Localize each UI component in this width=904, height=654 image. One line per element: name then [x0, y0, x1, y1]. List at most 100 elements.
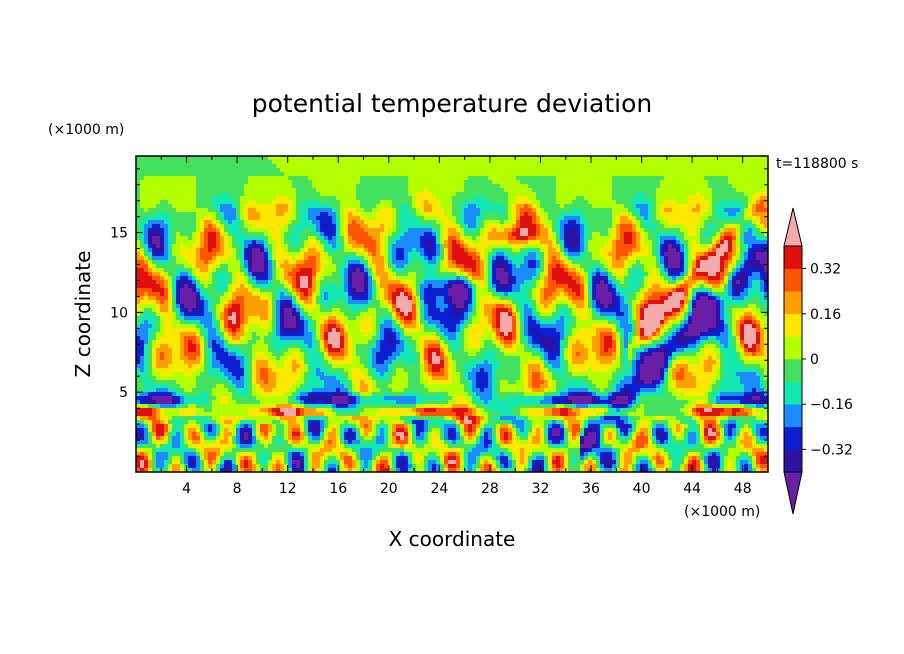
- field-cell: [728, 220, 733, 225]
- field-cell: [556, 208, 561, 213]
- field-cell: [264, 220, 269, 225]
- field-cell: [200, 272, 205, 277]
- field-cell: [516, 156, 521, 161]
- field-cell: [476, 256, 481, 261]
- field-cell: [264, 172, 269, 177]
- field-cell: [284, 208, 289, 213]
- field-cell: [232, 156, 237, 161]
- field-cell: [336, 276, 341, 281]
- field-cell: [536, 268, 541, 273]
- field-cell: [352, 232, 357, 237]
- field-cell: [640, 172, 645, 177]
- field-cell: [644, 220, 649, 225]
- field-cell: [608, 180, 613, 185]
- field-cell: [708, 272, 713, 277]
- field-cell: [660, 252, 665, 257]
- field-cell: [168, 156, 173, 161]
- field-cell: [612, 224, 617, 229]
- field-cell: [180, 264, 185, 269]
- field-cell: [152, 276, 157, 281]
- field-cell: [548, 216, 553, 221]
- field-cell: [228, 260, 233, 265]
- field-cell: [196, 224, 201, 229]
- field-cell: [580, 268, 585, 273]
- field-cell: [420, 252, 425, 257]
- field-cell: [488, 228, 493, 233]
- field-cell: [628, 196, 633, 201]
- field-cell: [608, 204, 613, 209]
- field-cell: [584, 168, 589, 173]
- field-cell: [272, 252, 277, 257]
- field-cell: [400, 252, 405, 257]
- field-cell: [248, 236, 253, 241]
- field-cell: [760, 256, 765, 261]
- field-cell: [660, 228, 665, 233]
- field-cell: [688, 276, 693, 281]
- field-cell: [428, 164, 433, 169]
- field-cell: [240, 164, 245, 169]
- field-cell: [760, 240, 765, 245]
- field-cell: [492, 280, 497, 285]
- field-cell: [616, 260, 621, 265]
- field-cell: [568, 260, 573, 265]
- field-cell: [432, 276, 437, 281]
- field-cell: [336, 268, 341, 273]
- field-cell: [224, 192, 229, 197]
- field-cell: [376, 204, 381, 209]
- field-cell: [384, 160, 389, 165]
- field-cell: [452, 216, 457, 221]
- field-cell: [404, 220, 409, 225]
- field-cell: [200, 160, 205, 165]
- field-cell: [468, 260, 473, 265]
- field-cell: [468, 228, 473, 233]
- field-cell: [176, 184, 181, 189]
- field-cell: [140, 176, 145, 181]
- field-cell: [228, 172, 233, 177]
- field-cell: [728, 200, 733, 205]
- field-cell: [236, 240, 241, 245]
- field-cell: [700, 244, 705, 249]
- field-cell: [644, 276, 649, 281]
- field-cell: [156, 200, 161, 205]
- field-cell: [212, 240, 217, 245]
- field-cell: [208, 180, 213, 185]
- field-cell: [316, 220, 321, 225]
- field-cell: [644, 240, 649, 245]
- field-cell: [704, 268, 709, 273]
- field-cell: [440, 256, 445, 261]
- field-cell: [296, 192, 301, 197]
- field-cell: [620, 260, 625, 265]
- field-cell: [212, 164, 217, 169]
- field-cell: [188, 200, 193, 205]
- field-cell: [296, 164, 301, 169]
- field-cell: [616, 196, 621, 201]
- field-cell: [500, 236, 505, 241]
- field-cell: [524, 204, 529, 209]
- field-cell: [244, 172, 249, 177]
- field-cell: [172, 212, 177, 217]
- field-cell: [244, 168, 249, 173]
- field-cell: [204, 196, 209, 201]
- field-cell: [344, 228, 349, 233]
- field-cell: [532, 172, 537, 177]
- field-cell: [408, 204, 413, 209]
- field-cell: [468, 256, 473, 261]
- field-cell: [232, 240, 237, 245]
- field-cell: [440, 224, 445, 229]
- field-cell: [424, 252, 429, 257]
- field-cell: [672, 224, 677, 229]
- field-cell: [564, 176, 569, 181]
- field-cell: [500, 244, 505, 249]
- field-cell: [140, 248, 145, 253]
- field-cell: [376, 252, 381, 257]
- field-cell: [288, 172, 293, 177]
- field-cell: [156, 252, 161, 257]
- field-cell: [732, 224, 737, 229]
- field-cell: [372, 252, 377, 257]
- field-cell: [420, 224, 425, 229]
- field-cell: [636, 260, 641, 265]
- field-cell: [160, 156, 165, 161]
- field-cell: [304, 216, 309, 221]
- field-cell: [396, 260, 401, 265]
- field-cell: [516, 224, 521, 229]
